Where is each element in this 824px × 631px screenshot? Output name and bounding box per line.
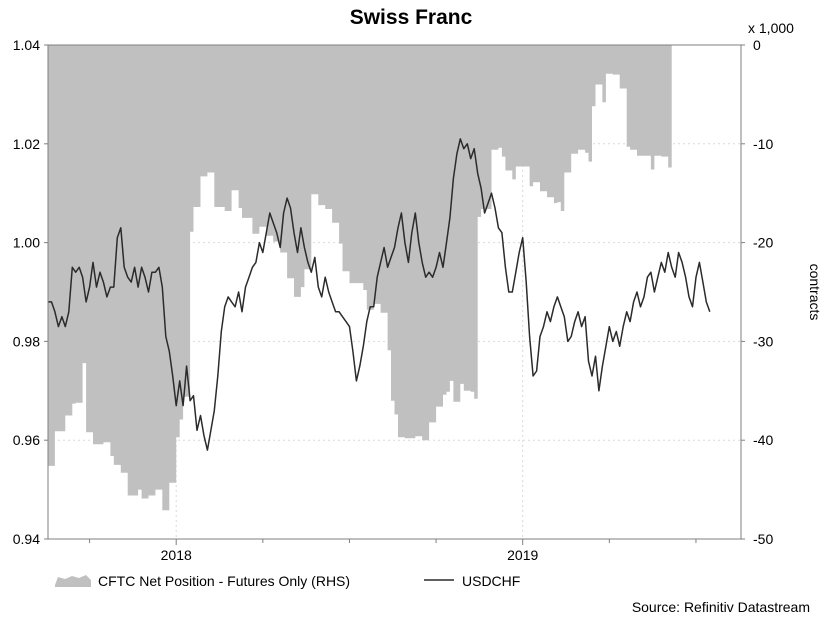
legend-label-usdchf: USDCHF <box>462 573 520 589</box>
right-axis-tick-label: 0 <box>753 37 761 53</box>
right-axis-tick-label: -40 <box>753 432 773 448</box>
left-axis-tick-label: 0.98 <box>13 333 40 349</box>
legend: CFTC Net Position - Futures Only (RHS) U… <box>55 573 520 589</box>
left-axis-tick-label: 0.96 <box>13 432 40 448</box>
right-axis: -50 -40 -30 -20 -10 0 <box>741 37 773 547</box>
cftc-net-position-area <box>48 45 672 511</box>
right-axis-tick-label: -50 <box>753 531 773 547</box>
left-axis-tick-label: 0.94 <box>13 531 40 547</box>
left-axis-tick-label: 1.04 <box>13 37 40 53</box>
usdchf-line <box>48 138 711 451</box>
left-axis-tick-label: 1.02 <box>13 136 40 152</box>
legend-label-cftc: CFTC Net Position - Futures Only (RHS) <box>98 573 350 589</box>
right-axis-multiplier: x 1,000 <box>748 20 794 36</box>
left-axis: 0.94 0.96 0.98 1.00 1.02 1.04 <box>13 37 48 547</box>
legend-area-swatch <box>55 575 91 587</box>
chart-title: Swiss Franc <box>350 6 473 29</box>
right-axis-tick-label: -20 <box>753 235 773 251</box>
x-axis-tick-label: 2019 <box>507 547 538 563</box>
source-note: Source: Refinitiv Datastream <box>632 599 810 615</box>
right-axis-label: contracts <box>807 264 823 321</box>
x-axis-tick-label: 2018 <box>161 547 192 563</box>
right-axis-tick-label: -30 <box>753 333 773 349</box>
right-axis-tick-label: -10 <box>753 136 773 152</box>
plot-frame <box>47 44 742 540</box>
left-axis-tick-label: 1.00 <box>13 235 40 251</box>
x-axis: 2018 2019 <box>89 539 697 563</box>
